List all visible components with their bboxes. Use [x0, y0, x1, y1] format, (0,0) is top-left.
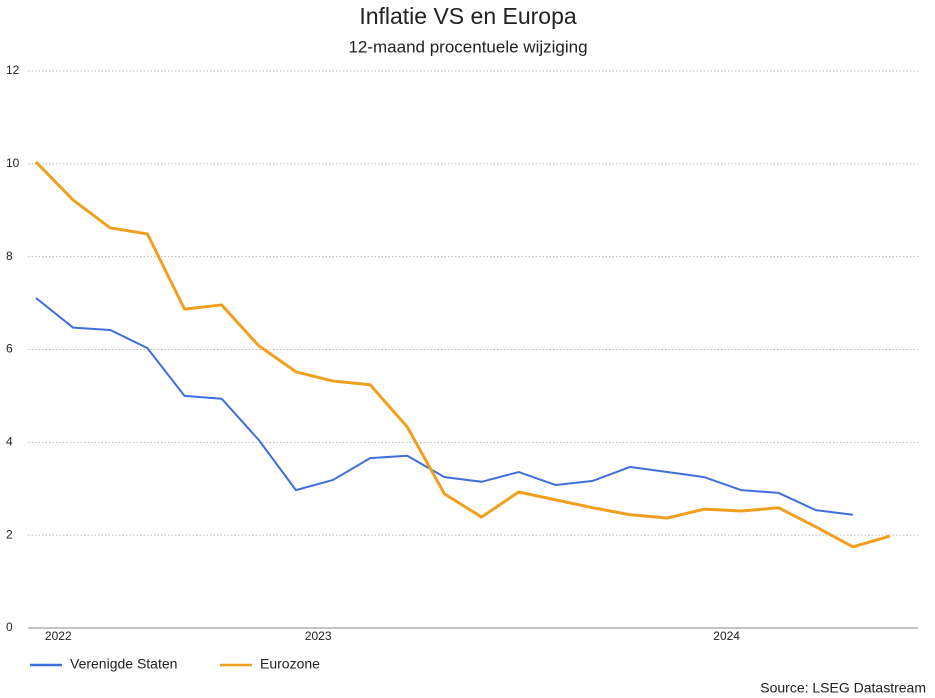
x-tick-label: 2023 [305, 629, 332, 643]
chart-title: Inflatie VS en Europa [359, 3, 577, 29]
series-line [35, 297, 853, 516]
y-tick-label: 10 [6, 156, 20, 170]
y-tick-label: 2 [6, 527, 13, 541]
y-tick-label: 12 [6, 63, 20, 77]
source: Source: LSEG Datastream [760, 680, 926, 696]
legend-label: Eurozone [260, 656, 320, 672]
y-tick-label: 4 [6, 435, 13, 449]
legend-label: Verenigde Staten [70, 656, 177, 672]
y-tick-label: 0 [6, 620, 13, 634]
chart-subtitle: 12-maand procentuele wijziging [348, 37, 587, 56]
y-tick-label: 6 [6, 342, 13, 356]
series-line [34, 160, 891, 549]
x-tick-label: 2022 [45, 629, 72, 643]
y-tick-label: 8 [6, 249, 13, 263]
x-tick-label: 2024 [713, 629, 740, 643]
